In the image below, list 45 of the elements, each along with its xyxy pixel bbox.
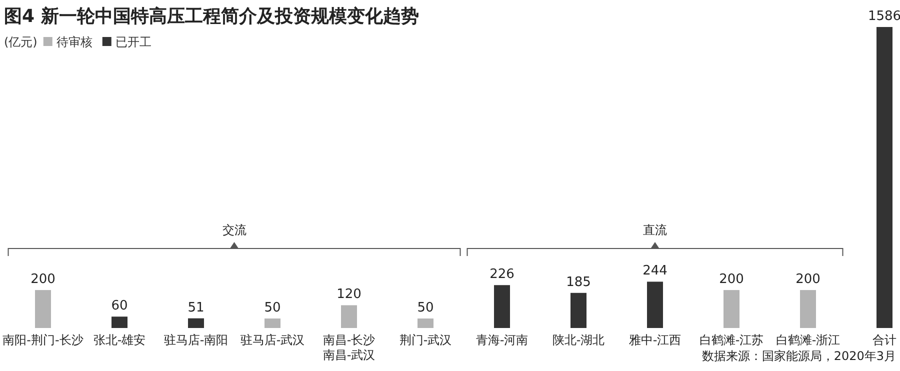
data-label: 60 <box>111 298 128 314</box>
legend-已开工: 已开工 <box>102 35 152 49</box>
source-note: 数据来源：国家能源局，2020年3月 <box>702 349 896 363</box>
x-tick-label: 合计 <box>872 333 896 347</box>
data-label: 120 <box>336 287 362 302</box>
data-label: 200 <box>796 272 820 288</box>
bar <box>341 305 357 328</box>
data-label: 200 <box>30 272 56 288</box>
bar <box>724 290 740 328</box>
x-tick-label: 白鹤滩-浙江 <box>776 333 840 347</box>
data-label: 50 <box>264 300 281 316</box>
legend-label: 待审核 <box>56 35 92 49</box>
annotation: 交流 <box>222 223 246 237</box>
data-label: 200 <box>719 272 744 288</box>
bar <box>494 285 510 328</box>
data-label: 1586 <box>868 9 900 24</box>
y-axis-title: (亿元) <box>4 35 38 49</box>
bar <box>800 290 816 328</box>
annotation: 直流 <box>643 223 667 237</box>
bar <box>264 318 280 328</box>
legend-待审核: 待审核 <box>43 35 92 49</box>
x-tick-label: 青海-河南 <box>476 333 528 347</box>
x-tick-label: 驻马店-武汉 <box>240 333 305 347</box>
bar <box>188 318 204 328</box>
data-label: 50 <box>417 300 434 316</box>
bar <box>418 318 434 328</box>
bar <box>112 316 128 328</box>
data-label: 244 <box>642 264 668 279</box>
legend-label: 已开工 <box>115 35 152 49</box>
x-tick-label: 张北-雄安 <box>93 333 146 347</box>
bar <box>647 282 663 328</box>
bar <box>570 292 586 328</box>
chart-title: 图4 新一轮中国特高压工程简介及投资规模变化趋势 <box>4 6 419 27</box>
x-tick-label: 南昌-长沙南昌-武汉 <box>322 333 376 362</box>
data-label: 226 <box>490 267 514 282</box>
x-tick-label: 南阳-荆门-长沙 <box>2 333 84 347</box>
data-label: 185 <box>566 274 591 290</box>
x-tick-label: 荆门-武汉 <box>399 333 452 347</box>
data-label: 51 <box>188 300 204 316</box>
x-tick-label: 白鹤滩-江苏 <box>699 333 764 347</box>
x-tick-label: 陕北-湖北 <box>552 333 605 347</box>
bar <box>35 290 51 328</box>
x-tick-label: 雅中-江西 <box>628 333 682 347</box>
x-tick-label: 驻马店-南阳 <box>164 333 228 347</box>
bar <box>876 27 892 328</box>
